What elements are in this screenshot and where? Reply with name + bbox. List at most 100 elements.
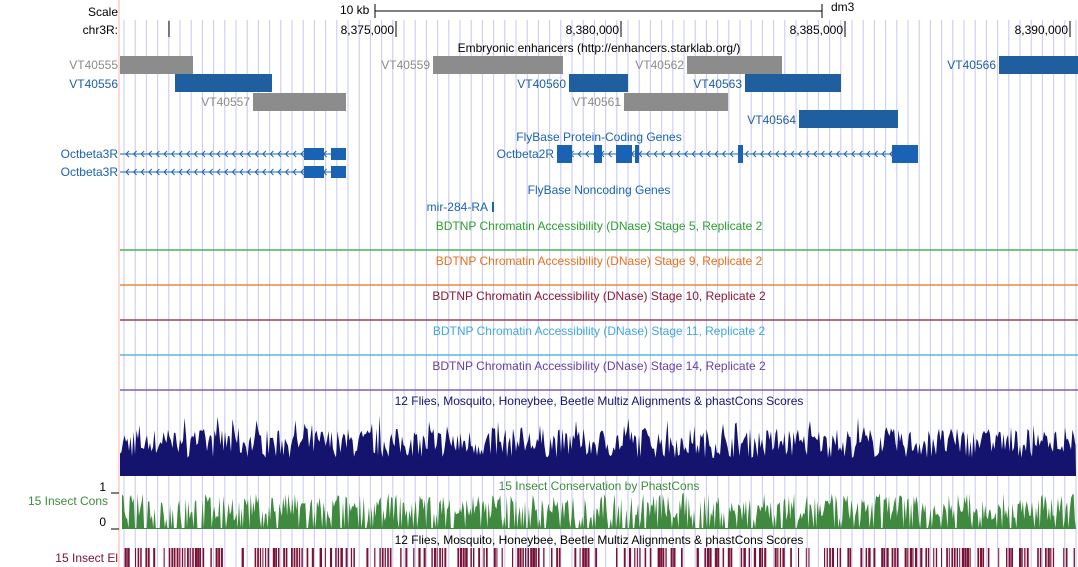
- enhancer-label[interactable]: VT40562: [635, 58, 684, 72]
- conserved-element: [301, 548, 303, 567]
- conserved-element: [779, 548, 782, 567]
- protein-genes-track-title[interactable]: FlyBase Protein-Coding Genes: [516, 130, 682, 144]
- conserved-element: [951, 548, 954, 567]
- enhancer-label[interactable]: VT40559: [381, 58, 430, 72]
- enhancer-feature[interactable]: [687, 56, 782, 74]
- enhancer-feature[interactable]: [175, 74, 272, 92]
- gene-exon: [738, 145, 743, 163]
- strand-arrow: [577, 150, 582, 158]
- strand-arrow: [277, 150, 282, 158]
- strand-arrow: [231, 168, 236, 176]
- phastcons-track-title[interactable]: 15 Insect Conservation by PhastCons: [498, 479, 700, 493]
- conserved-element: [387, 548, 389, 567]
- phastcons-track-label[interactable]: 15 Insect Cons: [27, 494, 108, 508]
- enhancer-feature[interactable]: [624, 93, 728, 111]
- elements-track-title[interactable]: 12 Flies, Mosquito, Honeybee, Beetle Mul…: [394, 533, 804, 547]
- dnase-track-title[interactable]: BDTNP Chromatin Accessibility (DNase) St…: [432, 324, 766, 338]
- conserved-element: [176, 548, 179, 567]
- conserved-element: [350, 548, 353, 567]
- conserved-element: [153, 548, 156, 567]
- conserved-element: [187, 548, 189, 567]
- strand-arrow: [170, 150, 175, 158]
- strand-arrow: [828, 150, 833, 158]
- dnase-track-title[interactable]: BDTNP Chromatin Accessibility (DNase) St…: [435, 254, 763, 268]
- strand-arrow: [292, 168, 297, 176]
- chrom-label: chr3R:: [82, 23, 118, 37]
- enhancer-label[interactable]: VT40555: [69, 58, 118, 72]
- enhancer-feature[interactable]: [745, 74, 841, 92]
- conserved-element: [925, 548, 928, 567]
- enhancer-feature[interactable]: [253, 93, 346, 111]
- conserved-element: [740, 548, 743, 567]
- strand-arrow: [775, 150, 780, 158]
- strand-arrow: [767, 150, 772, 158]
- conserved-element: [127, 548, 130, 567]
- strand-arrow: [140, 168, 145, 176]
- strand-arrow: [284, 150, 289, 158]
- enhancer-track-title[interactable]: Embryonic enhancers (http://enhancers.st…: [457, 41, 741, 55]
- conserved-element: [1052, 548, 1055, 567]
- conserved-element: [896, 548, 899, 567]
- conserved-element: [135, 548, 137, 567]
- strand-arrow: [132, 150, 137, 158]
- conserved-element: [189, 548, 191, 567]
- enhancer-feature[interactable]: [799, 110, 898, 128]
- elements-track-label[interactable]: 15 Insect El: [55, 551, 118, 565]
- conserved-element: [324, 548, 326, 567]
- conserved-element: [291, 548, 293, 567]
- conserved-element: [673, 548, 676, 567]
- strand-arrow: [224, 150, 229, 158]
- conserved-element: [904, 548, 907, 567]
- conserved-element: [1063, 548, 1065, 567]
- gene-label[interactable]: Octbeta3R: [60, 165, 118, 179]
- multiz-track-title[interactable]: 12 Flies, Mosquito, Honeybee, Beetle Mul…: [394, 394, 804, 408]
- strand-arrow: [132, 168, 137, 176]
- enhancer-feature[interactable]: [999, 56, 1078, 74]
- conserved-element: [218, 548, 220, 567]
- conserved-element: [558, 548, 561, 567]
- conserved-element: [194, 548, 198, 567]
- strand-arrow: [858, 150, 863, 158]
- conserved-element: [140, 548, 142, 567]
- enhancer-label[interactable]: VT40561: [572, 95, 621, 109]
- gene-label[interactable]: Octbeta2R: [496, 147, 554, 161]
- enhancer-feature[interactable]: [120, 56, 193, 74]
- strand-arrow: [262, 168, 267, 176]
- conserved-element: [644, 548, 647, 567]
- enhancer-feature[interactable]: [569, 74, 628, 92]
- conserved-element: [1021, 548, 1023, 567]
- conserved-element: [1045, 548, 1047, 567]
- enhancer-label[interactable]: VT40557: [201, 95, 250, 109]
- dnase-track-title[interactable]: BDTNP Chromatin Accessibility (DNase) St…: [432, 359, 766, 373]
- enhancer-feature[interactable]: [433, 56, 563, 74]
- conserved-element: [839, 548, 842, 567]
- conserved-element: [527, 548, 529, 567]
- gene-label[interactable]: mir-284-RA: [426, 200, 488, 214]
- noncoding-genes-track-title[interactable]: FlyBase Noncoding Genes: [527, 183, 671, 197]
- enhancer-label[interactable]: VT40564: [747, 113, 796, 127]
- conserved-element: [730, 548, 733, 567]
- conserved-element: [774, 548, 777, 567]
- strand-arrow: [178, 168, 183, 176]
- enhancer-label[interactable]: VT40556: [69, 77, 118, 91]
- phastcons-axis: [111, 492, 119, 530]
- conserved-element: [623, 548, 626, 567]
- enhancer-label[interactable]: VT40560: [517, 77, 566, 91]
- gene-label[interactable]: Octbeta3R: [60, 147, 118, 161]
- conserved-element: [124, 548, 127, 567]
- enhancer-label[interactable]: VT40563: [693, 77, 742, 91]
- strand-arrow: [155, 168, 160, 176]
- conserved-element: [337, 548, 340, 567]
- conserved-element: [1026, 548, 1029, 567]
- conserved-element: [582, 548, 585, 567]
- conserved-element: [829, 548, 831, 567]
- conserved-element: [681, 548, 683, 567]
- conserved-element: [969, 548, 971, 567]
- dnase-track-title[interactable]: BDTNP Chromatin Accessibility (DNase) St…: [435, 219, 763, 233]
- strand-arrow: [239, 150, 244, 158]
- dnase-track-title[interactable]: BDTNP Chromatin Accessibility (DNase) St…: [432, 289, 766, 303]
- conserved-element: [374, 548, 376, 567]
- enhancer-label[interactable]: VT40566: [947, 58, 996, 72]
- conserved-element: [964, 548, 967, 567]
